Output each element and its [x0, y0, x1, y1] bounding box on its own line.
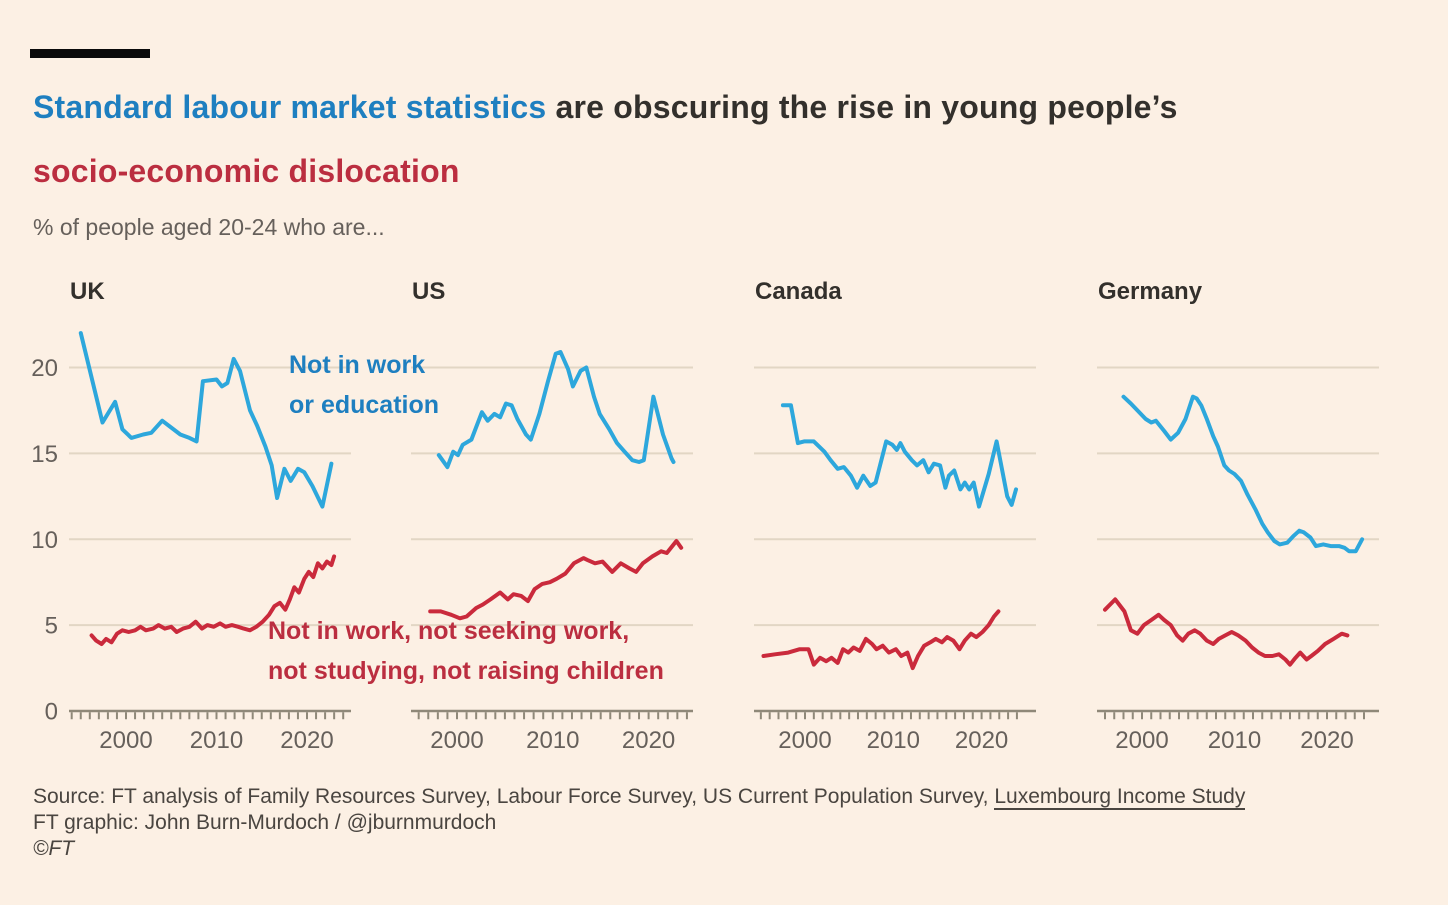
- panel-title-uk: UK: [70, 278, 105, 305]
- panel-canada: 2000 2010 2020: [754, 366, 1036, 754]
- copyright: ©FT: [33, 837, 75, 860]
- chart-title-line2: socio-economic dislocation: [33, 153, 460, 189]
- legend-blue-annotation: Not in work or education: [289, 345, 439, 425]
- panel-germany: 2000 2010 2020: [1097, 366, 1379, 754]
- credit-line: FT graphic: John Burn-Murdoch / @jburnmu…: [33, 811, 497, 834]
- legend-blue-line1: Not in work: [289, 351, 426, 379]
- title-rest: are obscuring the rise in young people’s: [546, 89, 1178, 125]
- panel-uk: 2000 2010 2020 0 5 10 15 20: [31, 331, 351, 754]
- panel-us: 2000 2010 2020: [411, 350, 693, 754]
- x-label-uk-2000: 2000: [99, 727, 152, 754]
- title-highlight: Standard labour market statistics: [33, 89, 547, 125]
- us-red-line: [428, 539, 684, 621]
- panel-title-germany: Germany: [1098, 278, 1203, 305]
- x-label-germany-2000: 2000: [1115, 727, 1168, 754]
- y-label-10: 10: [31, 527, 58, 554]
- ft-accent-bar: [30, 49, 150, 58]
- germany-blue-line: [1121, 394, 1365, 554]
- legend-blue-line2: or education: [289, 391, 440, 419]
- legend-red-line2: not studying, not raising children: [268, 657, 664, 685]
- germany-red-line: [1103, 597, 1350, 667]
- source-text: Source: FT analysis of Family Resources …: [33, 785, 995, 808]
- y-label-0: 0: [45, 699, 58, 726]
- x-label-germany-2020: 2020: [1300, 727, 1353, 754]
- y-label-20: 20: [31, 355, 58, 382]
- source-link-luxembourg-income-study[interactable]: Luxembourg Income Study: [994, 785, 1246, 810]
- y-label-5: 5: [45, 613, 58, 640]
- x-label-germany-2010: 2010: [1208, 727, 1261, 754]
- uk-red-line: [89, 554, 337, 646]
- legend-red-annotation: Not in work, not seeking work, not study…: [268, 611, 664, 691]
- x-label-us-2020: 2020: [622, 727, 675, 754]
- x-label-canada-2010: 2010: [867, 727, 920, 754]
- chart-subtitle: % of people aged 20-24 who are...: [33, 214, 385, 240]
- chart-title-line1: Standard labour market statistics are ob…: [33, 89, 1178, 126]
- y-label-15: 15: [31, 441, 58, 468]
- x-label-canada-2020: 2020: [955, 727, 1008, 754]
- x-label-uk-2020: 2020: [280, 727, 333, 754]
- us-blue-line: [436, 350, 676, 470]
- x-label-uk-2010: 2010: [190, 727, 243, 754]
- canada-red-line: [761, 609, 1001, 671]
- x-label-us-2010: 2010: [526, 727, 579, 754]
- source-line: Source: FT analysis of Family Resources …: [33, 785, 1246, 810]
- legend-red-line1: Not in work, not seeking work,: [268, 617, 630, 645]
- panel-title-canada: Canada: [755, 278, 842, 305]
- canada-blue-line: [780, 403, 1018, 509]
- x-label-us-2000: 2000: [430, 727, 483, 754]
- x-label-canada-2000: 2000: [778, 727, 831, 754]
- panel-title-us: US: [412, 278, 446, 305]
- uk-blue-line: [78, 331, 334, 509]
